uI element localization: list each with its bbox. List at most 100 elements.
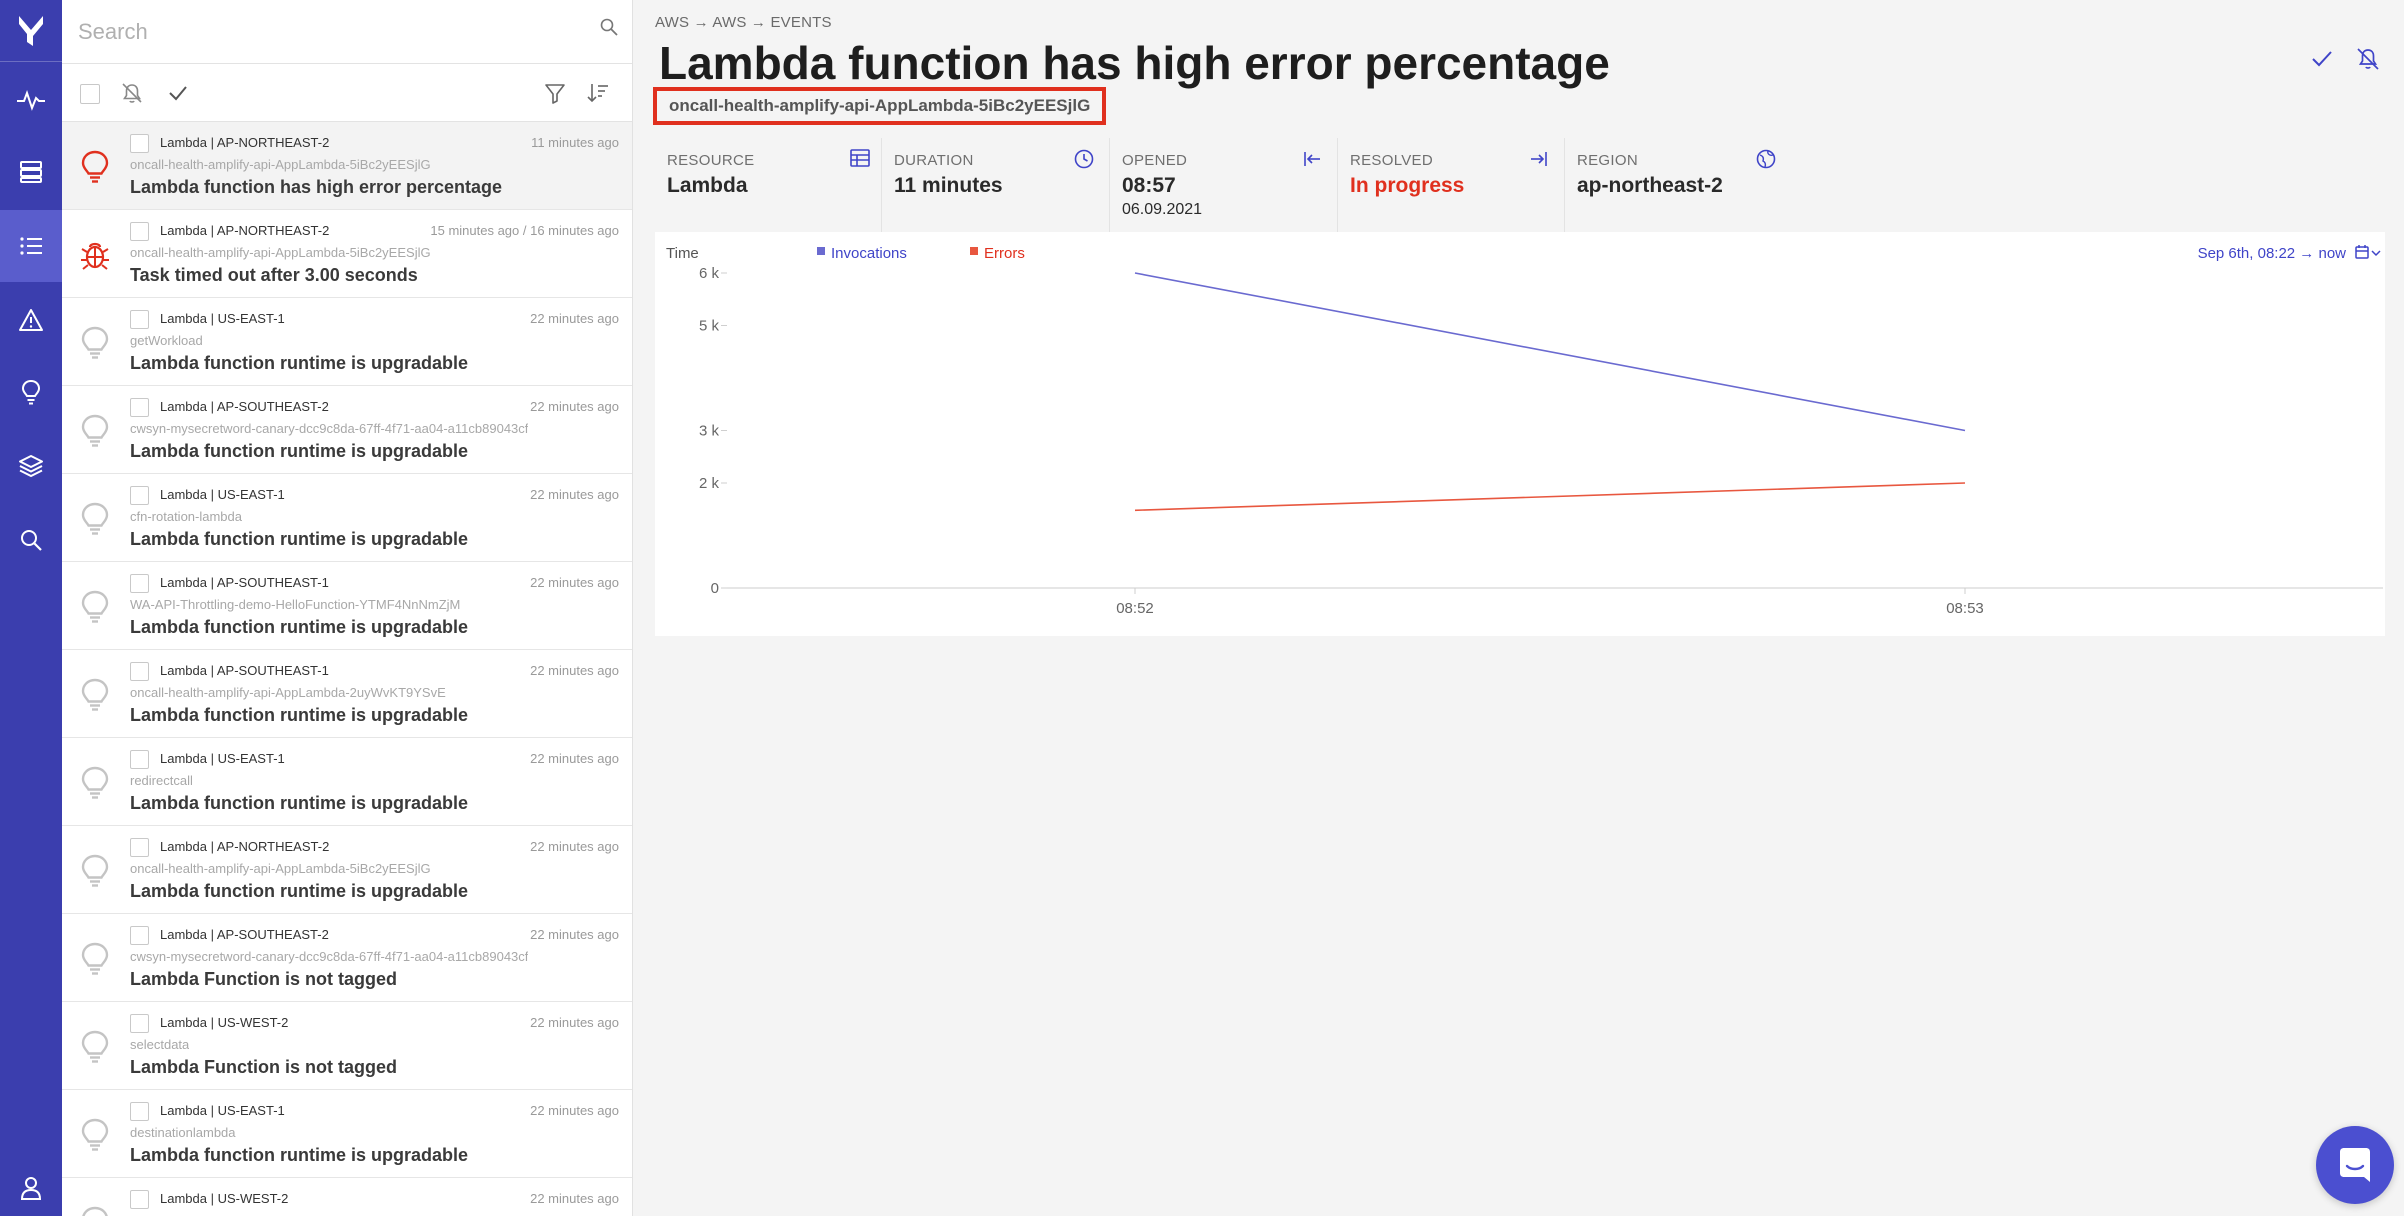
event-list-item[interactable]: Lambda | US-EAST-1 22 minutes ago cfn-rota… — [62, 474, 632, 562]
event-message: Lambda function runtime is upgradable — [130, 1145, 469, 1165]
event-checkbox[interactable] — [130, 926, 149, 945]
servers-icon[interactable] — [0, 136, 62, 208]
event-checkbox[interactable] — [130, 750, 149, 769]
arrow-right-bar-icon[interactable] — [1528, 148, 1550, 175]
stat-label: OPENED — [1122, 152, 1188, 169]
arrow-left-bar-icon[interactable] — [1301, 148, 1323, 175]
resource-id-label[interactable]: oncall-health-amplify-api-AppLambda-5iBc… — [653, 87, 1107, 125]
stat-value: 08:57 — [1122, 174, 1176, 197]
event-list-item[interactable]: Lambda | AP-SOUTHEAST-2 22 minutes ago cws… — [62, 386, 632, 474]
lightbulb-icon — [80, 766, 110, 800]
mute-bell-icon[interactable] — [2355, 46, 2381, 77]
event-time: 22 minutes ago — [530, 1191, 619, 1206]
stat-value: Lambda — [667, 174, 748, 197]
list-icon[interactable] — [0, 210, 62, 282]
event-list-item[interactable]: Lambda | AP-NORTHEAST-2 22 minutes ago onc… — [62, 826, 632, 914]
event-list-item[interactable]: Lambda | US-WEST-2 22 minutes ago selectda… — [62, 1002, 632, 1090]
event-list-panel: Lambda | AP-NORTHEAST-2 11 minutes ago onc… — [62, 0, 633, 1216]
event-list-item[interactable]: Lambda | US-EAST-1 22 minutes ago getWorkl… — [62, 298, 632, 386]
globe-icon[interactable] — [1755, 148, 1777, 175]
event-list-item[interactable]: Lambda | US-EAST-1 22 minutes ago destinat… — [62, 1090, 632, 1178]
event-source: Lambda | AP-SOUTHEAST-2 — [160, 927, 329, 942]
stat-label: RESOURCE — [667, 152, 755, 169]
event-resource-name: destinationlambda — [130, 1125, 236, 1140]
event-message: Lambda function runtime is upgradable — [130, 441, 469, 461]
resolve-check-icon[interactable] — [2309, 46, 2335, 77]
logo-icon[interactable] — [0, 0, 62, 62]
search-icon[interactable] — [0, 504, 62, 576]
event-resource-name: getWorkload — [130, 333, 203, 348]
event-source: Lambda | US-WEST-2 — [160, 1191, 289, 1206]
mute-icon[interactable] — [120, 81, 144, 110]
event-time: 11 minutes ago — [531, 135, 619, 150]
event-checkbox[interactable] — [130, 662, 149, 681]
event-checkbox[interactable] — [130, 134, 149, 153]
table-icon[interactable] — [849, 148, 871, 173]
event-checkbox[interactable] — [130, 1014, 149, 1033]
event-message: Lambda Function is not tagged — [130, 1057, 397, 1077]
search-input[interactable] — [78, 10, 578, 54]
event-list-item[interactable]: Lambda | AP-NORTHEAST-2 15 minutes ago / … — [62, 210, 632, 298]
event-list-item[interactable]: Lambda | US-EAST-1 22 minutes ago redirect… — [62, 738, 632, 826]
event-list-item[interactable]: Lambda | AP-NORTHEAST-2 11 minutes ago onc… — [62, 122, 632, 210]
event-list: Lambda | AP-NORTHEAST-2 11 minutes ago onc… — [62, 122, 632, 1216]
event-stats: RESOURCE Lambda DURATION 11 minutes OPENED 08… — [655, 138, 2385, 232]
lightbulb-icon — [80, 854, 110, 888]
select-all-checkbox[interactable] — [80, 84, 100, 104]
chat-button[interactable] — [2316, 1126, 2394, 1204]
metrics-chart: Time Invocations Errors Sep 6th, 08:22 → no… — [655, 232, 2385, 636]
event-resource-name: cfn-rotation-lambda — [130, 509, 242, 524]
event-resource-name: cwsyn-mysecretword-canary-dcc9c8da-67ff-… — [130, 949, 529, 964]
event-message: Lambda Function is not tagged — [130, 969, 397, 989]
user-icon[interactable] — [0, 1152, 62, 1216]
series-line-errors — [1134, 482, 1966, 512]
search-bar — [62, 0, 632, 64]
event-time: 22 minutes ago — [530, 487, 619, 502]
event-checkbox[interactable] — [130, 222, 149, 241]
stat-sub-value: 06.09.2021 — [1122, 201, 1203, 218]
event-message: Task timed out after 3.00 seconds — [130, 265, 418, 285]
layers-icon[interactable] — [0, 430, 62, 502]
event-source: Lambda | US-WEST-2 — [160, 1015, 289, 1030]
clock-icon[interactable] — [1073, 148, 1095, 175]
legend-label-errors: Errors — [984, 245, 1025, 262]
event-checkbox[interactable] — [130, 398, 149, 417]
calendar-icon[interactable] — [2355, 245, 2381, 259]
lightbulb-icon — [80, 678, 110, 712]
lightbulb-icon[interactable] — [0, 356, 62, 428]
lightbulb-icon — [80, 414, 110, 448]
filter-icon[interactable] — [544, 81, 566, 110]
stat-value: ap-northeast-2 — [1577, 174, 1723, 197]
page-title: Lambda function has high error percentag… — [659, 37, 1610, 89]
resolve-check-icon[interactable] — [166, 81, 190, 110]
event-checkbox[interactable] — [130, 486, 149, 505]
lightbulb-icon — [80, 502, 110, 536]
breadcrumb[interactable]: AWS → AWS → EVENTS — [655, 14, 832, 31]
search-icon[interactable] — [599, 17, 619, 42]
event-time: 22 minutes ago — [530, 839, 619, 854]
stat-region: REGION ap-northeast-2 — [1565, 138, 1793, 232]
lightbulb-icon — [80, 942, 110, 976]
event-checkbox[interactable] — [130, 310, 149, 329]
event-source: Lambda | AP-SOUTHEAST-2 — [160, 399, 329, 414]
event-message: Lambda function runtime is upgradable — [130, 617, 469, 637]
event-resource-name: cwsyn-mysecretword-canary-dcc9c8da-67ff-… — [130, 421, 529, 436]
event-list-item[interactable]: Lambda | AP-SOUTHEAST-1 22 minutes ago onc… — [62, 650, 632, 738]
chart-svg: Time Invocations Errors Sep 6th, 08:22 → no… — [666, 245, 2383, 617]
event-list-item[interactable]: Lambda | AP-SOUTHEAST-2 22 minutes ago cws… — [62, 914, 632, 1002]
sort-icon[interactable] — [586, 81, 610, 110]
event-list-item[interactable]: Lambda | US-WEST-2 22 minutes ago — [62, 1178, 632, 1216]
event-time: 22 minutes ago — [530, 1103, 619, 1118]
series-line-invocations — [1134, 272, 1966, 432]
event-checkbox[interactable] — [130, 838, 149, 857]
event-list-item[interactable]: Lambda | AP-SOUTHEAST-1 22 minutes ago WA-… — [62, 562, 632, 650]
stat-resolved: RESOLVED In progress — [1338, 138, 1565, 232]
event-time: 22 minutes ago — [530, 399, 619, 414]
event-checkbox[interactable] — [130, 574, 149, 593]
warning-icon[interactable] — [0, 284, 62, 356]
activity-icon[interactable] — [0, 64, 62, 136]
event-checkbox[interactable] — [130, 1102, 149, 1121]
event-checkbox[interactable] — [130, 1190, 149, 1209]
lightbulb-icon — [80, 326, 110, 360]
stat-label: DURATION — [894, 152, 974, 169]
